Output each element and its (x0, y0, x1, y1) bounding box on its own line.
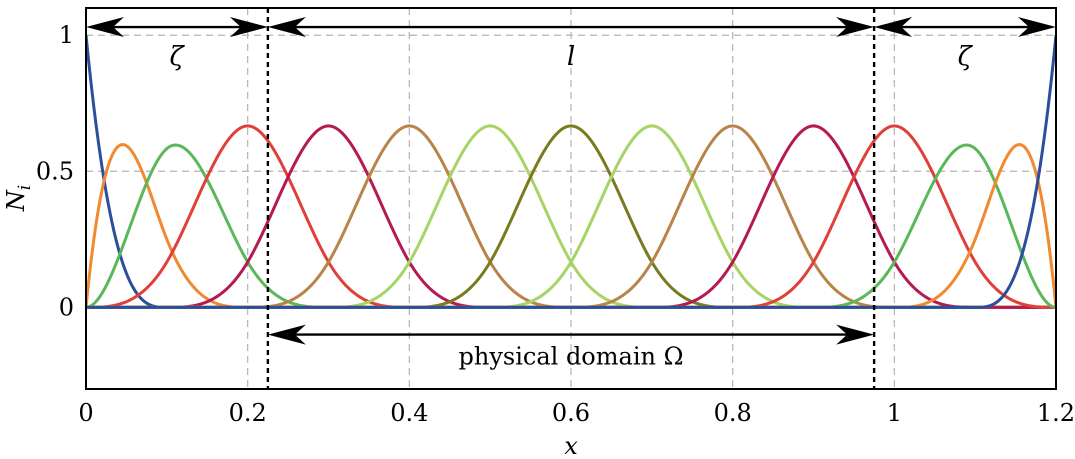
x-tick-label: 0.8 (714, 399, 752, 427)
annotation-physical-domain: physical domain Ω (459, 342, 684, 370)
x-axis-label: x (564, 432, 578, 459)
y-axis-label-subscript: i (15, 185, 35, 190)
arrowhead (267, 17, 306, 38)
arrowhead (1018, 17, 1056, 38)
basis-curves (86, 35, 1056, 309)
y-axis-label-main: N (2, 189, 30, 212)
annotation-zeta-right: ζ (958, 42, 974, 72)
dimension-arrows (86, 17, 1056, 345)
arrowhead (836, 17, 875, 38)
arrow-physical-domain (267, 324, 875, 345)
x-tick-label: 0.2 (229, 399, 267, 427)
arrow-l (267, 17, 875, 38)
x-tick-label: 1 (887, 399, 902, 427)
arrow-zeta-left (86, 17, 268, 38)
y-axis-label: Ni (2, 185, 35, 212)
x-tick-label: 1.2 (1037, 399, 1075, 427)
ticks: 0 0.2 0.4 0.6 0.8 1 1.2 0 0.5 1 (36, 21, 1075, 427)
plot-frame (85, 7, 1057, 390)
domain-boundaries (266, 8, 876, 389)
arrow-zeta-right (874, 17, 1056, 38)
arrowhead (229, 17, 268, 38)
arrowhead (267, 324, 306, 345)
y-tick-label: 1 (59, 21, 74, 49)
basis-function-15 (86, 35, 1056, 309)
y-tick-label: 0 (59, 293, 74, 321)
arrowhead (874, 17, 913, 38)
svg-text:Ni: Ni (2, 185, 35, 212)
annotation-zeta-left: ζ (169, 42, 185, 72)
x-tick-label: 0.4 (390, 399, 428, 427)
y-tick-label: 0.5 (36, 157, 74, 185)
arrowhead (836, 324, 875, 345)
x-tick-label: 0.6 (552, 399, 590, 427)
x-tick-label: 0 (78, 399, 93, 427)
arrowhead (86, 17, 124, 38)
annotation-l: l (567, 42, 575, 72)
